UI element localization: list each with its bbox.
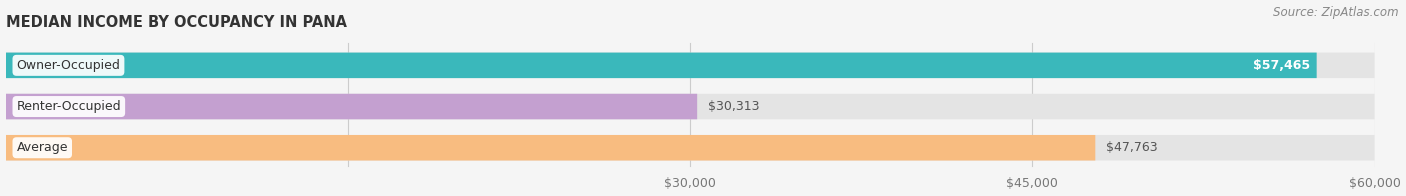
Text: Owner-Occupied: Owner-Occupied: [17, 59, 121, 72]
Text: MEDIAN INCOME BY OCCUPANCY IN PANA: MEDIAN INCOME BY OCCUPANCY IN PANA: [6, 15, 346, 30]
FancyBboxPatch shape: [6, 53, 1375, 78]
FancyBboxPatch shape: [6, 94, 1375, 119]
FancyBboxPatch shape: [6, 53, 1316, 78]
Text: $57,465: $57,465: [1253, 59, 1310, 72]
FancyBboxPatch shape: [6, 135, 1375, 161]
Text: $47,763: $47,763: [1107, 141, 1159, 154]
FancyBboxPatch shape: [6, 94, 697, 119]
Text: Average: Average: [17, 141, 67, 154]
Text: Renter-Occupied: Renter-Occupied: [17, 100, 121, 113]
Text: Source: ZipAtlas.com: Source: ZipAtlas.com: [1274, 6, 1399, 19]
FancyBboxPatch shape: [6, 135, 1095, 161]
Text: $30,313: $30,313: [709, 100, 759, 113]
